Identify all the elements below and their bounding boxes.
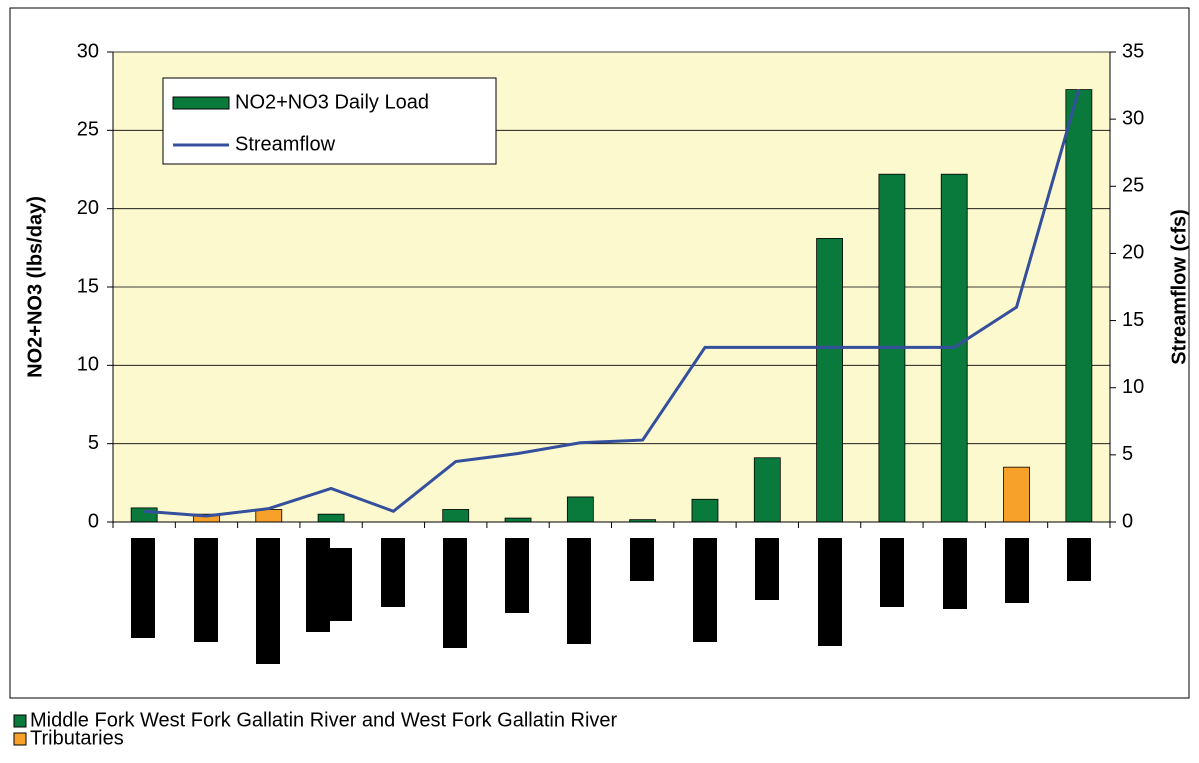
bar bbox=[816, 238, 843, 523]
bar bbox=[255, 509, 283, 523]
y2-tick-label: 0 bbox=[1122, 510, 1133, 532]
redacted-label bbox=[818, 538, 842, 646]
bar bbox=[504, 517, 532, 523]
bar bbox=[317, 513, 345, 523]
y-axis-label: NO2+NO3 (lbs/day) bbox=[24, 196, 46, 378]
bar bbox=[1065, 89, 1093, 523]
y2-tick-label: 35 bbox=[1122, 40, 1144, 62]
redacted-label bbox=[630, 538, 654, 581]
y-tick-label: 0 bbox=[88, 510, 99, 532]
redacted-label bbox=[755, 538, 779, 600]
y2-tick-label: 25 bbox=[1122, 175, 1144, 197]
bar bbox=[130, 507, 158, 523]
legend-swatch bbox=[172, 96, 230, 110]
redacted-labels bbox=[131, 538, 1091, 664]
y-tick-label: 20 bbox=[77, 197, 99, 219]
redacted-label bbox=[880, 538, 904, 607]
y2-axis-label: Streamflow (cfs) bbox=[1168, 209, 1190, 365]
y-tick-label: 30 bbox=[77, 40, 99, 62]
redacted-label bbox=[1005, 538, 1029, 603]
line bbox=[144, 89, 1081, 518]
bar bbox=[566, 496, 594, 523]
y2-tick-label: 30 bbox=[1122, 107, 1144, 129]
y2-tick-label: 20 bbox=[1122, 242, 1144, 264]
color-legend-label: Tributaries bbox=[30, 727, 124, 749]
legend-box bbox=[162, 77, 497, 165]
redacted-label bbox=[131, 538, 155, 638]
bar bbox=[1003, 466, 1030, 523]
redacted-label bbox=[194, 538, 218, 642]
redacted-label bbox=[381, 538, 405, 607]
redacted-label bbox=[443, 538, 467, 648]
color-legend-swatch bbox=[13, 714, 27, 728]
y2-tick-label: 10 bbox=[1122, 376, 1144, 398]
y-tick-label: 10 bbox=[77, 354, 99, 376]
y-tick-label: 15 bbox=[77, 275, 99, 297]
redacted-label bbox=[330, 548, 352, 621]
y2-tick-label: 5 bbox=[1122, 443, 1133, 465]
y-tick-label: 5 bbox=[88, 432, 99, 454]
redacted-label bbox=[567, 538, 591, 644]
redacted-label bbox=[505, 538, 529, 613]
color-legend-swatch bbox=[13, 732, 27, 746]
bar bbox=[691, 498, 719, 523]
legend-label: NO2+NO3 Daily Load bbox=[235, 91, 429, 113]
y2-tick-label: 15 bbox=[1122, 309, 1144, 331]
redacted-label bbox=[256, 538, 280, 664]
redacted-label bbox=[943, 538, 967, 609]
redacted-label bbox=[306, 538, 330, 632]
color-legend-label: Middle Fork West Fork Gallatin River and… bbox=[30, 709, 618, 731]
redacted-label bbox=[693, 538, 717, 642]
bar bbox=[753, 457, 781, 523]
bar bbox=[442, 509, 470, 523]
y-tick-label: 25 bbox=[77, 119, 99, 141]
redacted-label bbox=[1067, 538, 1091, 581]
legend-label: Streamflow bbox=[235, 133, 336, 155]
